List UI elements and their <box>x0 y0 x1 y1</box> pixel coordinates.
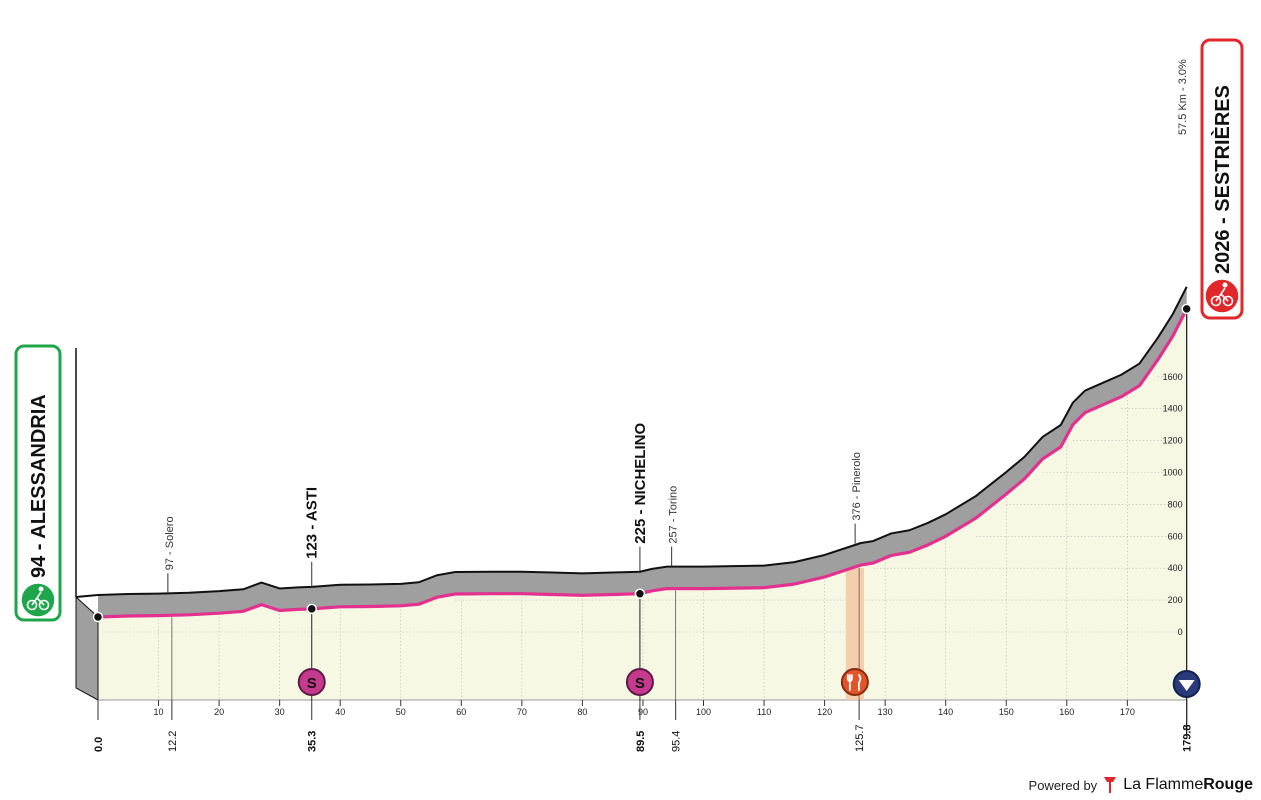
km-mark-label-2: 35.3 <box>307 731 319 752</box>
finish-box: 2026 - SESTRIÈRES <box>1200 38 1244 320</box>
route-point-2 <box>634 588 646 599</box>
y-tick-label-1000: 1000 <box>1163 468 1183 478</box>
start-frame <box>14 344 62 622</box>
start-wheel-a <box>26 599 38 611</box>
route-point-3 <box>1181 303 1192 315</box>
place-label-2: 225 - NICHELINO <box>632 423 649 544</box>
band-start-edge <box>75 594 99 598</box>
start-wheel-b <box>38 599 50 611</box>
start-rider <box>38 586 44 592</box>
start-frame-glyph <box>31 591 45 606</box>
route-point-0 <box>92 611 104 623</box>
feed-icon-circle <box>840 668 869 696</box>
finish-climb-note: 57.5 Km - 3.0% <box>1177 59 1189 135</box>
x-tick-label-140: 140 <box>938 707 953 717</box>
x-tick-label-100: 100 <box>696 707 711 717</box>
x-tick-label-60: 60 <box>456 707 466 717</box>
km-mark-label-3: 89.5 <box>635 731 647 752</box>
x-tick-label-20: 20 <box>214 707 224 717</box>
powered-by-footer: Powered by La FlammeRouge <box>1029 776 1253 794</box>
place-label-4: 376 - Pinerolo <box>851 452 863 521</box>
x-tick-label-80: 80 <box>577 707 587 717</box>
place-label-0: 97 - Solero <box>164 516 176 570</box>
sprint-letter-1: S <box>635 675 645 692</box>
powered-by-text: Powered by <box>1028 777 1098 793</box>
sprint-circle-0 <box>297 668 326 696</box>
y-tick-label-800: 800 <box>1168 499 1183 509</box>
y-tick-label-400: 400 <box>1168 563 1183 573</box>
sprint-icon: S <box>297 668 326 696</box>
km-mark-label-6: 179.8 <box>1182 724 1194 752</box>
start-box: 94 - ALESSANDRIA <box>14 344 62 622</box>
km-mark-label-4: 95.4 <box>671 731 683 752</box>
flamme-rouge-logo-icon <box>1104 777 1117 793</box>
x-tick-label-150: 150 <box>999 707 1014 717</box>
x-tick-label-130: 130 <box>878 707 893 717</box>
x-tick-label-10: 10 <box>154 707 164 717</box>
feed-icon-glyph <box>846 674 862 691</box>
bicycle-icon <box>20 582 56 618</box>
profile-area <box>98 308 1187 700</box>
y-tick-label-1400: 1400 <box>1163 404 1183 414</box>
x-tick-label-110: 110 <box>757 707 771 717</box>
finish-wheel-a <box>1210 295 1222 307</box>
x-tick-label-160: 160 <box>1059 707 1074 717</box>
route-line <box>97 308 1189 619</box>
x-tick-label-170: 170 <box>1120 707 1135 717</box>
y-tick-label-1600: 1600 <box>1163 372 1183 382</box>
brand-name: La FlammeRouge <box>1123 776 1253 794</box>
profile-side-wedge <box>75 595 99 701</box>
profile-top-outline <box>97 286 1188 597</box>
y-tick-label-600: 600 <box>1168 531 1183 541</box>
finish-icon-glyph <box>1178 680 1195 691</box>
km-mark-label-5: 125.7 <box>854 724 866 752</box>
place-label-3: 257 - Torino <box>668 486 680 544</box>
sprint-letter-0: S <box>307 675 317 692</box>
finish-label: 2026 - SESTRIÈRES <box>1211 85 1234 274</box>
brand-right: Rouge <box>1203 776 1253 793</box>
y-tick-label-200: 200 <box>1168 595 1183 605</box>
fork-knife-icon <box>840 668 869 696</box>
km-mark-label-0: 0.0 <box>93 737 105 752</box>
km-mark-label-1: 12.2 <box>167 731 179 752</box>
x-tick-label-90: 90 <box>638 707 648 717</box>
y-tick-label-0: 0 <box>1178 627 1183 637</box>
route-point-1 <box>306 603 317 615</box>
x-tick-label-40: 40 <box>335 707 345 717</box>
bicycle-icon <box>1204 278 1240 314</box>
brand-left: La Flamme <box>1123 776 1204 793</box>
x-tick-label-120: 120 <box>817 707 832 717</box>
finish-frame-glyph <box>1215 287 1229 302</box>
x-tick-label-70: 70 <box>517 707 527 717</box>
place-label-1: 123 - ASTI <box>304 487 321 559</box>
finish-wheel-b <box>1222 295 1234 307</box>
x-tick-label-50: 50 <box>396 707 406 717</box>
profile-band <box>98 286 1187 617</box>
sprint-circle-1 <box>625 668 654 696</box>
finish-rider <box>1222 282 1228 288</box>
sprint-icon: S <box>625 668 654 696</box>
finish-frame <box>1200 38 1244 320</box>
y-tick-label-1200: 1200 <box>1163 436 1183 446</box>
finish-triangle-icon <box>1172 670 1201 698</box>
start-label: 94 - ALESSANDRIA <box>28 394 50 578</box>
x-tick-label-30: 30 <box>275 707 285 717</box>
